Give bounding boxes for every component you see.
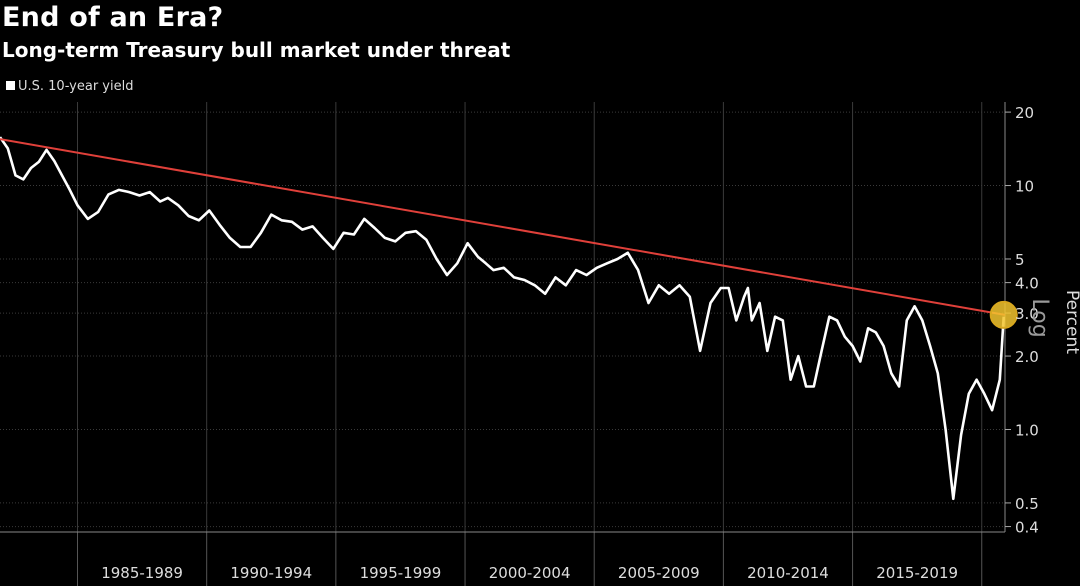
axis-labels: 20 10 5 4.0 3.0 2.0 1.0 0.5 0.4 1985-1989 1990-199… bbox=[101, 104, 1080, 582]
trendline bbox=[0, 138, 1006, 316]
x-tick-label: 1995-1999 bbox=[360, 564, 442, 582]
x-tick-label: 2005-2009 bbox=[618, 564, 700, 582]
highlight-marker bbox=[989, 300, 1018, 329]
y-tick-label: 20 bbox=[1015, 104, 1034, 122]
chart-subtitle: Long-term Treasury bull market under thr… bbox=[2, 38, 511, 62]
y-tick-label: 10 bbox=[1015, 178, 1034, 196]
legend-label: U.S. 10-year yield bbox=[18, 79, 134, 94]
y-tick-label: 1.0 bbox=[1015, 421, 1039, 439]
yield-line bbox=[0, 136, 1005, 501]
x-tick-label: 1985-1989 bbox=[101, 564, 183, 582]
x-tick-label: 1990-1994 bbox=[230, 564, 312, 582]
y-tick-label: 4.0 bbox=[1015, 275, 1039, 293]
log-scale-label: Log bbox=[1027, 298, 1052, 337]
series-layer bbox=[0, 136, 1018, 501]
axes bbox=[0, 102, 1011, 586]
y-tick-label: 0.4 bbox=[1015, 519, 1039, 537]
legend: U.S. 10-year yield bbox=[6, 79, 133, 94]
y-axis-title: Percent bbox=[1062, 290, 1080, 354]
x-tick-label: 2010-2014 bbox=[747, 564, 829, 582]
x-tick-label: 2015-2019 bbox=[876, 564, 958, 582]
y-tick-label: 2.0 bbox=[1015, 348, 1039, 366]
y-tick-label: 3.0 bbox=[1015, 305, 1039, 323]
chart-title: End of an Era? bbox=[2, 2, 224, 33]
grid bbox=[0, 102, 1005, 532]
legend-swatch bbox=[6, 81, 15, 90]
y-tick-label: 5 bbox=[1015, 251, 1025, 269]
y-tick-label: 0.5 bbox=[1015, 495, 1039, 513]
x-tick-label: 2000-2004 bbox=[489, 564, 571, 582]
